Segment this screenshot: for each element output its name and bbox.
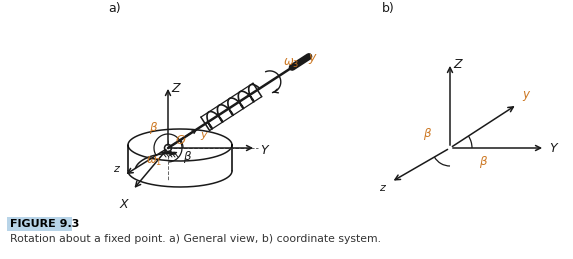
Text: y: y bbox=[201, 130, 207, 140]
Text: y: y bbox=[522, 88, 529, 102]
Text: z: z bbox=[113, 163, 119, 174]
Text: $\beta$: $\beta$ bbox=[150, 120, 159, 136]
Text: $\beta$: $\beta$ bbox=[183, 149, 193, 165]
Text: $\omega_3$: $\omega_3$ bbox=[283, 57, 299, 70]
Text: a): a) bbox=[108, 2, 121, 15]
Text: $\beta$: $\beta$ bbox=[480, 154, 489, 170]
Text: $\beta$: $\beta$ bbox=[423, 126, 433, 142]
Text: Rotation about a fixed point. a) General view, b) coordinate system.: Rotation about a fixed point. a) General… bbox=[10, 234, 381, 244]
Text: z: z bbox=[379, 183, 385, 193]
Text: Z: Z bbox=[453, 58, 462, 71]
Text: b): b) bbox=[382, 2, 395, 15]
Text: O: O bbox=[175, 133, 185, 147]
Text: X: X bbox=[120, 198, 129, 211]
Text: FIGURE 9.3: FIGURE 9.3 bbox=[10, 219, 80, 229]
Text: y: y bbox=[308, 51, 316, 64]
Text: $\omega_1$: $\omega_1$ bbox=[146, 154, 162, 168]
FancyBboxPatch shape bbox=[6, 217, 72, 231]
Text: Y: Y bbox=[260, 143, 268, 156]
Text: Y: Y bbox=[549, 142, 556, 155]
Text: Z: Z bbox=[171, 82, 179, 95]
